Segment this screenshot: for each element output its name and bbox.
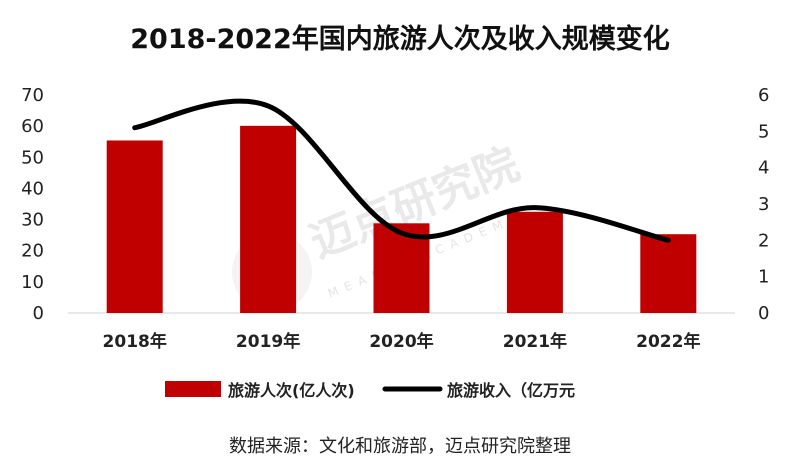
x-axis-tick-label: 2021年 <box>503 331 567 352</box>
bar-series <box>106 125 697 314</box>
line-revenue <box>132 98 671 243</box>
left-axis-tick-label: 0 <box>33 303 44 324</box>
right-axis-tick-label: 6 <box>758 85 769 106</box>
left-axis-tick-label: 30 <box>21 210 44 231</box>
left-axis-ticks: 0 10 20 30 40 50 60 70 <box>21 85 44 324</box>
left-axis-tick-label: 20 <box>21 241 44 262</box>
left-axis-tick-label: 40 <box>21 178 44 199</box>
right-axis-tick-label: 2 <box>758 230 769 251</box>
left-axis-tick-label: 10 <box>21 272 44 293</box>
x-axis-tick-label: 2022年 <box>636 331 700 352</box>
source-note: 数据来源：文化和旅游部，迈点研究院整理 <box>229 436 571 457</box>
x-axis-tick-label: 2019年 <box>236 331 300 352</box>
legend: 旅游人次(亿人次) 旅游收入（亿万元 <box>165 381 575 400</box>
chart-title: 2018-2022年国内旅游人次及收入规模变化 <box>130 23 670 55</box>
right-axis-tick-label: 4 <box>758 158 769 179</box>
legend-swatch-bar <box>165 381 221 397</box>
line-series <box>132 98 671 243</box>
legend-label-bar: 旅游人次(亿人次) <box>228 381 355 400</box>
x-axis-ticks: 2018年 2019年 2020年 2021年 2022年 <box>103 331 701 352</box>
legend-label-line: 旅游收入（亿万元 <box>447 381 575 400</box>
x-axis-tick-label: 2018年 <box>103 331 167 352</box>
right-axis-ticks: 0 1 2 3 4 5 6 <box>758 85 769 324</box>
right-axis-tick-label: 1 <box>758 267 769 288</box>
bar-2021年 <box>506 211 563 313</box>
left-axis-tick-label: 70 <box>21 85 44 106</box>
bar-2018年 <box>106 140 163 313</box>
x-axis-tick-label: 2020年 <box>369 331 433 352</box>
right-axis-tick-label: 5 <box>758 121 769 142</box>
right-axis-tick-label: 0 <box>758 303 769 324</box>
left-axis-tick-label: 50 <box>21 147 44 168</box>
right-axis-tick-label: 3 <box>758 194 769 215</box>
bar-2022年 <box>640 234 697 313</box>
bar-2019年 <box>240 125 297 314</box>
left-axis-tick-label: 60 <box>21 116 44 137</box>
